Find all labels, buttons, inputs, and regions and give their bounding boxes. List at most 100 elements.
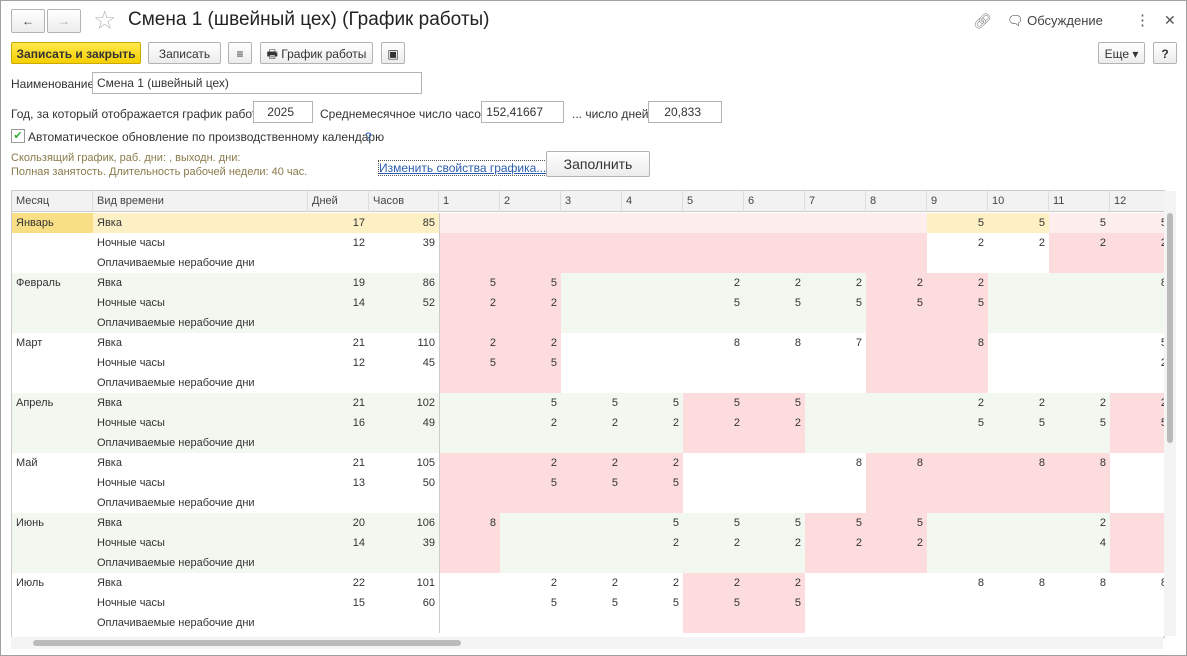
day-cell[interactable] — [439, 573, 500, 593]
help-button[interactable]: ? — [1153, 42, 1177, 64]
day-cell[interactable] — [439, 433, 500, 453]
column-header[interactable]: Часов — [369, 191, 439, 212]
menu-dots[interactable]: ⋮ — [1135, 12, 1150, 29]
day-cell[interactable]: 8 — [439, 513, 500, 533]
day-cell[interactable] — [805, 553, 866, 573]
day-cell[interactable]: 8 — [866, 453, 927, 473]
day-cell[interactable]: 2 — [439, 333, 500, 353]
day-cell[interactable] — [1110, 553, 1164, 573]
day-cell[interactable] — [866, 573, 927, 593]
day-cell[interactable]: 2 — [500, 453, 561, 473]
day-cell[interactable]: 8 — [1049, 573, 1110, 593]
forward-button[interactable]: → — [47, 9, 81, 33]
back-button[interactable]: ← — [11, 9, 45, 33]
column-header[interactable]: 3 — [561, 191, 622, 212]
day-cell[interactable]: 5 — [439, 353, 500, 373]
day-cell[interactable] — [622, 353, 683, 373]
day-cell[interactable]: 5 — [1110, 333, 1164, 353]
day-cell[interactable] — [1049, 333, 1110, 353]
day-cell[interactable] — [561, 613, 622, 633]
day-cell[interactable] — [439, 593, 500, 613]
day-cell[interactable] — [805, 473, 866, 493]
day-cell[interactable] — [500, 253, 561, 273]
day-cell[interactable] — [988, 473, 1049, 493]
day-cell[interactable]: 2 — [683, 533, 744, 553]
day-cell[interactable] — [622, 233, 683, 253]
day-cell[interactable]: 5 — [622, 593, 683, 613]
day-cell[interactable] — [805, 573, 866, 593]
day-cell[interactable]: 8 — [805, 453, 866, 473]
schedule-button[interactable]: 🖶︎ График работы — [260, 42, 373, 64]
day-cell[interactable] — [744, 553, 805, 573]
day-cell[interactable] — [1049, 273, 1110, 293]
day-cell[interactable] — [1110, 533, 1164, 553]
day-cell[interactable] — [927, 613, 988, 633]
day-cell[interactable] — [500, 433, 561, 453]
fill-button[interactable]: Заполнить — [546, 151, 650, 177]
vertical-scrollbar[interactable] — [1164, 191, 1176, 636]
day-cell[interactable] — [866, 253, 927, 273]
day-cell[interactable] — [805, 493, 866, 513]
day-cell[interactable]: 2 — [1049, 513, 1110, 533]
day-cell[interactable]: 8 — [1049, 453, 1110, 473]
day-cell[interactable] — [744, 373, 805, 393]
day-cell[interactable] — [683, 313, 744, 333]
day-cell[interactable]: 5 — [561, 473, 622, 493]
day-cell[interactable] — [927, 373, 988, 393]
day-cell[interactable]: 5 — [1110, 413, 1164, 433]
day-cell[interactable] — [500, 233, 561, 253]
day-cell[interactable]: 5 — [500, 353, 561, 373]
day-cell[interactable]: 5 — [866, 293, 927, 313]
day-cell[interactable] — [927, 513, 988, 533]
day-cell[interactable] — [805, 233, 866, 253]
day-cell[interactable] — [683, 493, 744, 513]
day-cell[interactable] — [439, 413, 500, 433]
day-cell[interactable]: 2 — [1110, 353, 1164, 373]
day-cell[interactable] — [1049, 353, 1110, 373]
day-cell[interactable]: 2 — [927, 393, 988, 413]
day-cell[interactable] — [866, 373, 927, 393]
day-cell[interactable] — [927, 453, 988, 473]
day-cell[interactable] — [1049, 493, 1110, 513]
day-cell[interactable] — [439, 453, 500, 473]
day-cell[interactable]: 5 — [500, 593, 561, 613]
day-cell[interactable] — [683, 453, 744, 473]
day-cell[interactable] — [561, 353, 622, 373]
day-cell[interactable]: 8 — [988, 573, 1049, 593]
day-cell[interactable]: 2 — [500, 413, 561, 433]
day-cell[interactable]: 2 — [561, 573, 622, 593]
day-cell[interactable] — [927, 533, 988, 553]
day-cell[interactable]: 5 — [866, 513, 927, 533]
day-cell[interactable] — [927, 553, 988, 573]
day-cell[interactable] — [622, 613, 683, 633]
day-cell[interactable] — [744, 493, 805, 513]
day-cell[interactable] — [805, 373, 866, 393]
column-header[interactable]: 1 — [439, 191, 500, 212]
day-cell[interactable]: 2 — [1049, 233, 1110, 253]
day-cell[interactable] — [866, 353, 927, 373]
day-cell[interactable]: 5 — [500, 273, 561, 293]
day-cell[interactable] — [1049, 613, 1110, 633]
year-input[interactable]: 2025 — [253, 101, 313, 123]
day-cell[interactable] — [622, 273, 683, 293]
day-cell[interactable]: 2 — [744, 273, 805, 293]
day-cell[interactable] — [805, 313, 866, 333]
day-cell[interactable] — [622, 313, 683, 333]
day-cell[interactable] — [622, 553, 683, 573]
day-cell[interactable] — [805, 353, 866, 373]
name-input[interactable]: Смена 1 (швейный цех) — [92, 72, 422, 94]
auto-update-help[interactable]: ? — [365, 130, 372, 144]
day-cell[interactable] — [805, 593, 866, 613]
day-cell[interactable]: 5 — [439, 273, 500, 293]
day-cell[interactable] — [1049, 313, 1110, 333]
day-cell[interactable]: 2 — [927, 233, 988, 253]
day-cell[interactable] — [561, 553, 622, 573]
day-cell[interactable]: 5 — [622, 513, 683, 533]
day-cell[interactable]: 5 — [500, 393, 561, 413]
day-cell[interactable] — [988, 613, 1049, 633]
day-cell[interactable] — [805, 433, 866, 453]
day-cell[interactable] — [927, 473, 988, 493]
day-cell[interactable]: 2 — [805, 533, 866, 553]
day-cell[interactable]: 5 — [988, 213, 1049, 233]
day-cell[interactable] — [988, 293, 1049, 313]
